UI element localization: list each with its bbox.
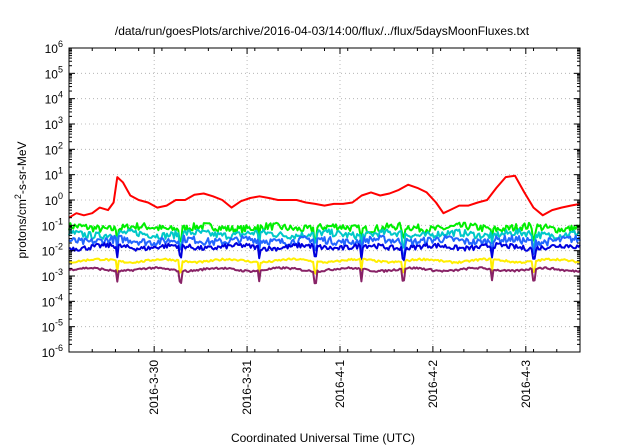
x-tick-label: 2016-3-30 [147, 360, 161, 415]
grid [69, 48, 580, 352]
y-tick-label: 101 [45, 166, 63, 183]
series-line-7 [68, 266, 581, 285]
y-tick-label: 104 [45, 90, 63, 107]
y-tick-label: 106 [45, 39, 63, 56]
series-line-1 [68, 174, 581, 219]
y-axis-label: protons/cm2-s-sr-MeV [13, 141, 29, 258]
x-axis-label: Coordinated Universal Time (UTC) [231, 431, 415, 445]
x-tick-label: 2016-3-31 [240, 360, 254, 415]
x-tick-label: 2016-4-1 [333, 360, 347, 408]
x-tick-label: 2016-4-2 [426, 360, 440, 408]
y-tick-label: 103 [45, 115, 63, 132]
series-line-2 [68, 221, 581, 244]
y-tick-label: 10-5 [42, 318, 63, 335]
chart-title: /data/run/goesPlots/archive/2016-04-03/1… [115, 24, 530, 38]
series-line-5 [68, 242, 581, 262]
y-tick-label: 10-4 [42, 292, 63, 309]
y-tick-label: 10-6 [42, 343, 63, 360]
series-lines [68, 174, 581, 285]
y-tick-label: 105 [45, 64, 63, 81]
y-tick-label: 10-1 [42, 216, 63, 233]
x-tick-label: 2016-4-3 [519, 360, 533, 408]
axis-ticks: 10-6 10-5 10-4 10-3 10-2 10-1 100 101 102 103 104 1… [42, 39, 581, 415]
series-line-3 [68, 228, 581, 250]
series-line-6 [69, 257, 581, 275]
y-tick-label: 100 [45, 191, 63, 208]
series-line-4 [68, 234, 581, 257]
y-tick-label: 10-2 [42, 242, 63, 259]
y-tick-label: 10-3 [42, 267, 63, 284]
y-tick-label: 102 [45, 140, 63, 157]
